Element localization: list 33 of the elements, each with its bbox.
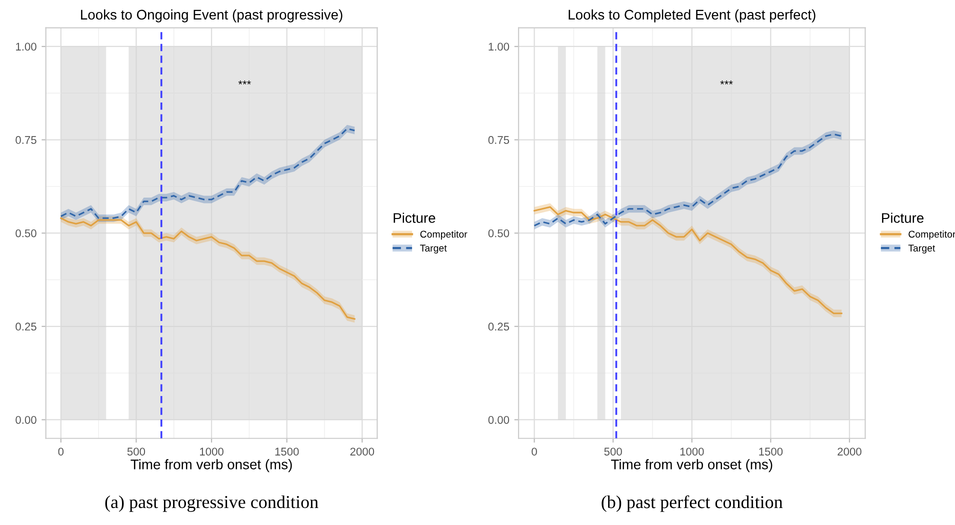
x-tick-label: 2000 bbox=[350, 448, 374, 456]
x-tick-label: 0 bbox=[58, 448, 64, 456]
y-tick-label: 1.00 bbox=[16, 42, 36, 51]
legend-title: Picture bbox=[882, 212, 924, 223]
x-axis-title: Time from verb onset (ms) bbox=[611, 459, 772, 472]
x-tick-label: 1000 bbox=[200, 448, 224, 456]
chart-title: Looks to Ongoing Event (past progressive) bbox=[81, 9, 342, 22]
x-tick-label: 1500 bbox=[759, 448, 783, 456]
x-tick-label: 2000 bbox=[838, 448, 862, 456]
chart-title: Looks to Completed Event (past perfect) bbox=[568, 9, 816, 22]
x-axis-title: Time from verb onset (ms) bbox=[130, 459, 292, 472]
text: (a) past progressive condition bbox=[105, 495, 318, 512]
legend-title: Picture bbox=[394, 212, 436, 223]
y-tick-label: 0.25 bbox=[488, 322, 510, 331]
text: (b) past perfect condition bbox=[602, 495, 783, 512]
legend-label: Target bbox=[420, 244, 447, 254]
x-tick-label: 0 bbox=[532, 448, 537, 456]
y-tick-label: 1.00 bbox=[488, 42, 510, 51]
x-tick-label: 500 bbox=[604, 448, 622, 456]
x-tick-label: 1500 bbox=[275, 448, 299, 456]
x-tick-label: 1000 bbox=[680, 448, 704, 456]
y-tick-label: 0.00 bbox=[488, 416, 510, 424]
y-tick-label: 0.75 bbox=[16, 136, 36, 144]
legend-label: Target bbox=[908, 244, 936, 254]
y-tick-label: 0.25 bbox=[16, 322, 36, 331]
y-tick-label: 0.50 bbox=[16, 229, 36, 238]
y-tick-label: 0.50 bbox=[488, 229, 510, 238]
x-tick-label: 500 bbox=[127, 448, 146, 456]
legend-label: Competitor bbox=[420, 230, 468, 240]
y-tick-label: 0.00 bbox=[16, 416, 36, 424]
annotation: *** bbox=[238, 80, 251, 84]
annotation: *** bbox=[720, 80, 733, 84]
y-tick-label: 0.75 bbox=[488, 136, 510, 144]
